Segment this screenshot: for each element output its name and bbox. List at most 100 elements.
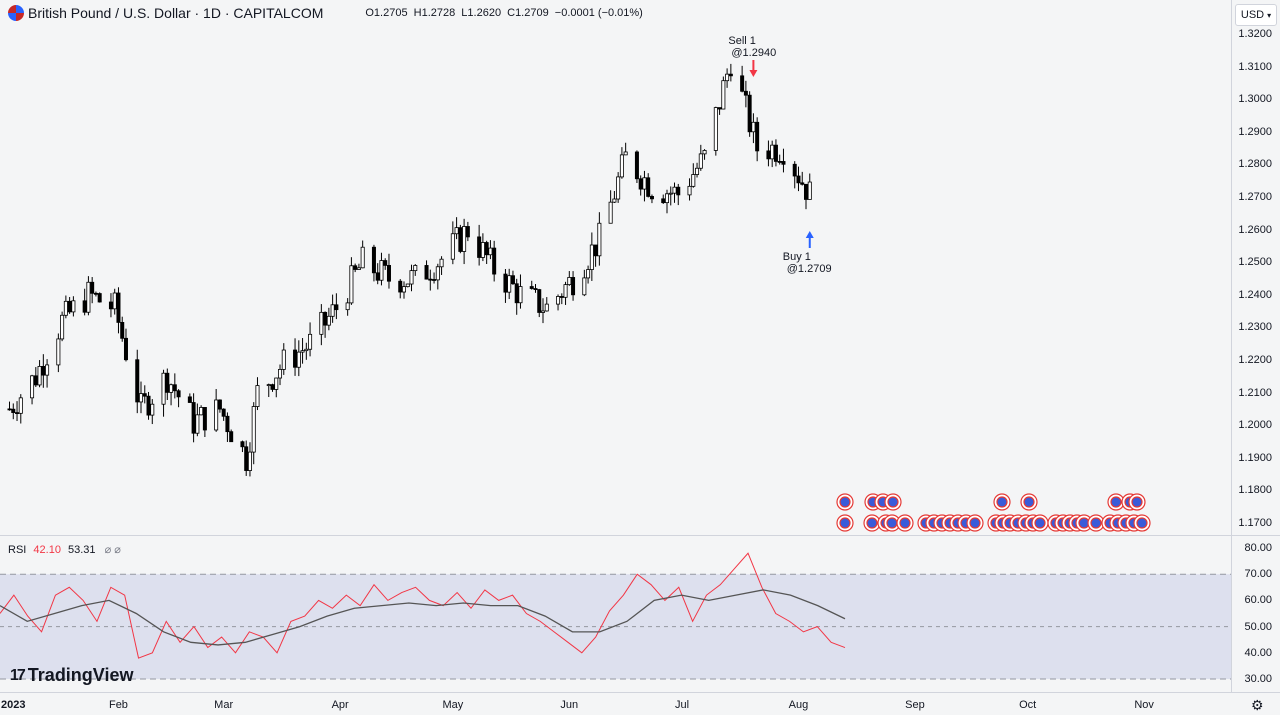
candle-up [349,265,354,304]
candle-up [195,414,200,434]
rsi-axis[interactable]: 80.00 70.00 60.00 50.00 40.00 30.00 [1232,537,1280,692]
candle-down [510,275,515,285]
symbol-title[interactable]: British Pound / U.S. Dollar · 1D · CAPIT… [28,5,324,21]
candlestick-chart[interactable]: Sell 1@1.2940 Buy 1@1.2709 [0,0,1231,535]
candle-down [82,300,87,313]
candle-down [176,390,181,398]
time-tick-label: Apr [331,699,349,711]
candle-down [740,75,745,92]
candle-up [544,303,549,312]
candle-up [255,385,260,407]
candle-down [323,311,328,326]
candle-up [612,198,617,203]
price-tick-label: 1.2000 [1238,419,1272,432]
candle-up [563,284,568,298]
candle-up [751,121,756,133]
candle-up [360,246,365,269]
candle-up [18,397,23,414]
candle-up [687,185,692,196]
candle-down [41,366,46,376]
us-flag-event-icon-inner [839,517,851,529]
candle-down [593,244,598,257]
rsi-chart[interactable] [0,537,1231,692]
candle-up [507,275,512,293]
candle-up [725,73,730,82]
tradingview-logo[interactable]: 17 TradingView [10,665,134,686]
candle-down [803,183,808,200]
candle-down [334,304,339,311]
price-tick-label: 1.3000 [1238,93,1272,106]
uk-flag-event-icon-inner [1131,496,1143,508]
candle-down [398,280,403,293]
rsi-pane[interactable] [0,537,1231,692]
candle-up [161,372,166,405]
candle-down [108,301,113,310]
buy-arrow-head-icon [805,231,814,238]
candle-up [586,269,591,279]
price-axis[interactable]: 1.3200 1.3100 1.3000 1.2900 1.2800 1.2700 1.26… [1232,0,1280,535]
candle-down [67,300,72,313]
tradingview-logo-text: TradingView [27,665,134,685]
gbp-usd-flag-icon[interactable] [8,5,24,21]
candle-down [172,384,177,392]
candle-down [484,242,489,256]
candle-up [150,403,155,416]
candle-down [529,286,534,289]
time-tick-label: 2023 [1,699,26,711]
candle-up [37,366,42,386]
candle-down [747,94,752,133]
candle-down [11,408,16,413]
candle-down [428,278,433,281]
candle-up [60,314,65,340]
candle-up [582,277,587,296]
candle-up [326,315,331,326]
candle-up [691,174,696,187]
candle-down [537,289,542,313]
candle-up [695,167,700,175]
price-tick-label: 1.1900 [1238,451,1272,464]
price-tick-label: 1.2200 [1238,354,1272,366]
price-chart-pane[interactable]: Sell 1 @1.2940 Buy 1 @1.2709 [0,0,1231,535]
candle-down [33,375,38,386]
candle-up [556,296,561,305]
rsi-legend[interactable]: RSI 42.10 53.31 ⌀ ⌀ [8,543,121,556]
time-tick-label: May [442,699,464,711]
us-flag-event-icon-inner [1090,517,1102,529]
us-flag-event-icon-inner [1136,517,1148,529]
candle-up [112,292,117,310]
candle-down [240,441,245,448]
pane-divider[interactable] [0,535,1280,536]
candle-up [169,384,174,393]
us-flag-event-icon-inner [1034,517,1046,529]
candle-down [559,296,564,298]
candle-down [270,384,275,390]
candle-down [766,150,771,160]
candle-down [116,292,121,323]
rsi-legend-na-icons: ⌀ ⌀ [104,544,121,556]
candle-down [225,415,230,433]
candle-up [304,348,309,352]
time-axis[interactable]: 2023 Feb Mar Apr May Jun Jul Aug Sep Oct Nov [0,693,1231,715]
candle-down [792,163,797,177]
gear-icon[interactable]: ⚙ [1251,697,1264,713]
candle-up [45,364,50,376]
price-tick-label: 1.2700 [1238,191,1272,203]
candle-up [278,369,283,379]
candle-up [296,351,301,368]
rsi-legend-value: 42.10 [33,544,61,556]
candle-down [217,399,222,410]
candle-up [401,286,406,293]
candle-down [800,182,805,185]
currency-button[interactable]: USD ▾ [1235,4,1277,26]
price-tick-label: 1.2500 [1238,256,1272,269]
economic-events[interactable] [836,493,1151,532]
rsi-tick-label: 40.00 [1244,646,1272,659]
candle-down [229,431,234,443]
candle-down [514,283,519,304]
candle-down [244,446,249,471]
candle-down [221,408,226,417]
candle-up [518,286,523,304]
time-tick-label: Nov [1134,699,1154,711]
candle-up [319,311,324,335]
candle-up [199,407,204,416]
